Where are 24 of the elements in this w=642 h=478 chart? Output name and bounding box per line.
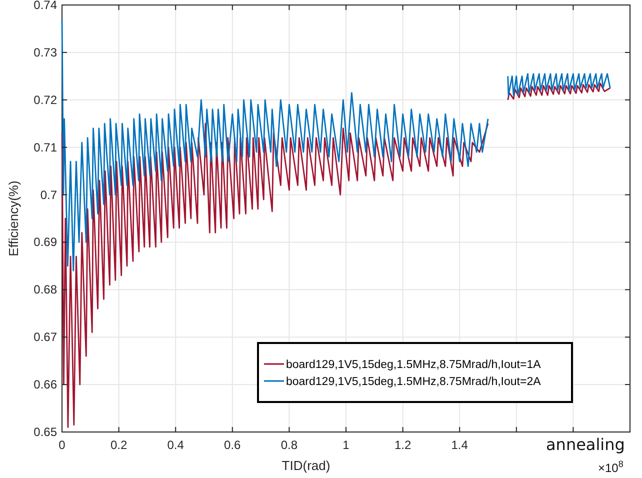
- text: annealing: [546, 435, 625, 454]
- x-tick-label: 1.2: [394, 438, 412, 452]
- x-tick-label: 0.4: [167, 438, 184, 452]
- legend-label: board129,1V5,15deg,1.5MHz,8.75Mrad/h,Iout=1A: [286, 359, 542, 371]
- y-tick-label: 0.65: [34, 425, 58, 439]
- x-tick-label: 0.6: [224, 438, 242, 452]
- x-tick-label: 1.4: [451, 438, 468, 452]
- y-tick-label: 0.68: [34, 282, 58, 297]
- y-tick-label: 0.74: [34, 0, 58, 12]
- y-tick-label: 0.67: [34, 330, 58, 344]
- x-tick-label: 1: [342, 438, 350, 452]
- text: ×10$^{8}$: [598, 459, 624, 475]
- y-tick-label: 0.69: [34, 235, 58, 250]
- legend-label: board129,1V5,15deg,1.5MHz,8.75Mrad/h,Iout=2A: [286, 376, 542, 388]
- y-tick-label: 0.66: [34, 378, 58, 392]
- y-tick-label: 0.71: [34, 140, 58, 154]
- x-tick-label: 0.8: [280, 438, 298, 452]
- y-axis-title: Efficiency(%): [6, 180, 21, 256]
- y-tick-label: 0.7: [40, 188, 58, 202]
- x-tick-label: 0: [58, 438, 66, 452]
- y-tick-label: 0.72: [34, 92, 58, 107]
- y-tick-label: 0.73: [34, 45, 58, 60]
- x-axis-title: TID(rad): [282, 458, 330, 473]
- x-tick-label: 0.2: [110, 438, 128, 452]
